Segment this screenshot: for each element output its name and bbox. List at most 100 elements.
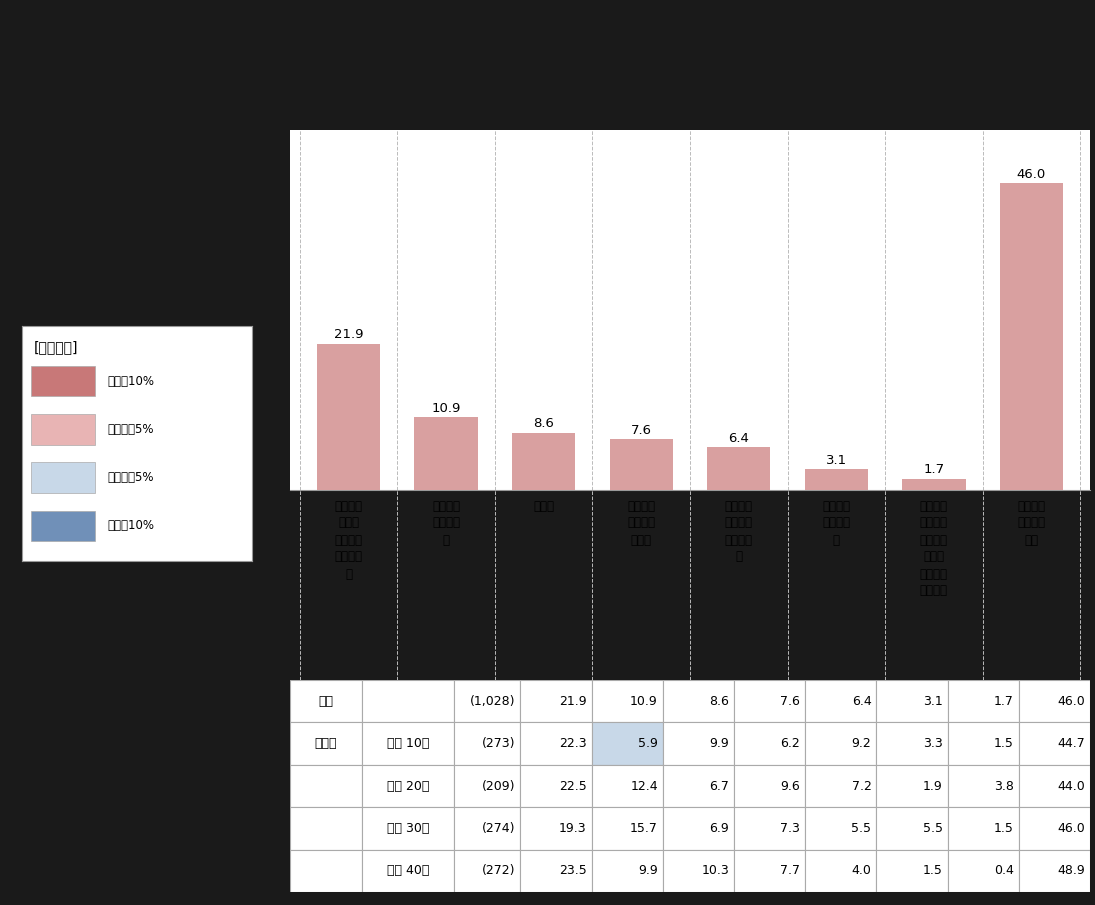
Text: 6.7: 6.7 (710, 779, 729, 793)
Text: 1.5: 1.5 (994, 822, 1014, 835)
Bar (1000, 184, 1063, 490)
Bar (662, 807, 734, 850)
Text: 9.9: 9.9 (638, 864, 658, 877)
Bar (414, 417, 477, 490)
Bar (454, 807, 520, 850)
Bar (290, 680, 362, 722)
Text: 6.4: 6.4 (728, 432, 749, 444)
Bar (520, 722, 591, 765)
Bar (662, 850, 734, 892)
Bar (290, 807, 362, 850)
Text: 8.6: 8.6 (533, 417, 554, 430)
Text: 19.3: 19.3 (558, 822, 587, 835)
Text: 3.1: 3.1 (826, 453, 846, 467)
Text: 22.5: 22.5 (558, 779, 587, 793)
Text: 21.9: 21.9 (558, 695, 587, 708)
Bar (290, 765, 362, 807)
Text: (1,028): (1,028) (470, 695, 515, 708)
Text: 下着の定
期的な買
い替え: 下着の定 期的な買 い替え (627, 500, 655, 547)
Text: (209): (209) (482, 779, 515, 793)
Text: 3.8: 3.8 (994, 779, 1014, 793)
Bar (520, 807, 591, 850)
Text: 女性 40代: 女性 40代 (387, 864, 429, 877)
Text: 全体＋10%: 全体＋10% (107, 375, 154, 387)
Bar (805, 722, 876, 765)
Bar (454, 722, 520, 765)
Text: 7.6: 7.6 (631, 424, 652, 437)
Bar (520, 680, 591, 722)
Bar (591, 680, 662, 722)
Bar (362, 680, 454, 722)
Bar (734, 765, 805, 807)
Bar (947, 807, 1018, 850)
Bar (1018, 807, 1090, 850)
Text: 女性 30代: 女性 30代 (387, 822, 429, 835)
Text: 8.6: 8.6 (710, 695, 729, 708)
Text: 22.3: 22.3 (558, 737, 587, 750)
Bar (805, 765, 876, 807)
Bar (876, 722, 947, 765)
Bar (362, 722, 454, 765)
Bar (362, 765, 454, 807)
Text: 女性 10代: 女性 10代 (387, 737, 429, 750)
Text: 1.5: 1.5 (923, 864, 943, 877)
Bar (512, 433, 575, 490)
Text: 23.5: 23.5 (558, 864, 587, 877)
Bar (662, 680, 734, 722)
Bar (591, 765, 662, 807)
Text: 10.9: 10.9 (431, 402, 461, 414)
Text: 性年代: 性年代 (314, 737, 337, 750)
Text: 46.0: 46.0 (1058, 695, 1085, 708)
Bar (947, 765, 1018, 807)
Bar (734, 807, 805, 850)
Text: 店頭での
バスト測
定: 店頭での バスト測 定 (822, 500, 851, 547)
Bar (31, 366, 95, 396)
Text: 9.6: 9.6 (781, 779, 800, 793)
Bar (947, 680, 1018, 722)
Bar (805, 680, 876, 722)
Text: 7.7: 7.7 (781, 864, 800, 877)
Bar (876, 680, 947, 722)
Bar (734, 680, 805, 722)
Bar (520, 765, 591, 807)
Bar (454, 850, 520, 892)
Bar (1018, 722, 1090, 765)
Bar (876, 850, 947, 892)
Text: 1.7: 1.7 (994, 695, 1014, 708)
Text: 15.7: 15.7 (630, 822, 658, 835)
Bar (31, 414, 95, 444)
Bar (662, 722, 734, 765)
Text: 7.3: 7.3 (781, 822, 800, 835)
Text: 7.2: 7.2 (852, 779, 872, 793)
Text: 全体: 全体 (319, 695, 334, 708)
Text: 44.0: 44.0 (1058, 779, 1085, 793)
Text: 9.2: 9.2 (852, 737, 872, 750)
Text: 1.9: 1.9 (923, 779, 943, 793)
Text: 4.0: 4.0 (852, 864, 872, 877)
Bar (805, 850, 876, 892)
Text: 5.5: 5.5 (852, 822, 872, 835)
Bar (454, 680, 520, 722)
Bar (591, 722, 662, 765)
Bar (947, 722, 1018, 765)
Bar (707, 447, 771, 490)
Bar (591, 807, 662, 850)
Text: 全体－　5%: 全体－ 5% (107, 472, 153, 484)
Text: 0.4: 0.4 (994, 864, 1014, 877)
Text: 女性 20代: 女性 20代 (387, 779, 429, 793)
Bar (454, 765, 520, 807)
Bar (1018, 765, 1090, 807)
Bar (362, 850, 454, 892)
Bar (31, 510, 95, 541)
Text: 48.9: 48.9 (1058, 864, 1085, 877)
Text: 9.9: 9.9 (710, 737, 729, 750)
Text: あてはま
るものは
ない: あてはま るものは ない (1017, 500, 1046, 547)
Text: 6.9: 6.9 (710, 822, 729, 835)
Text: 6.2: 6.2 (781, 737, 800, 750)
Bar (805, 470, 868, 490)
Bar (662, 765, 734, 807)
Bar (591, 850, 662, 892)
Text: (272): (272) (482, 864, 515, 877)
Text: 46.0: 46.0 (1058, 822, 1085, 835)
Text: 44.7: 44.7 (1058, 737, 1085, 750)
